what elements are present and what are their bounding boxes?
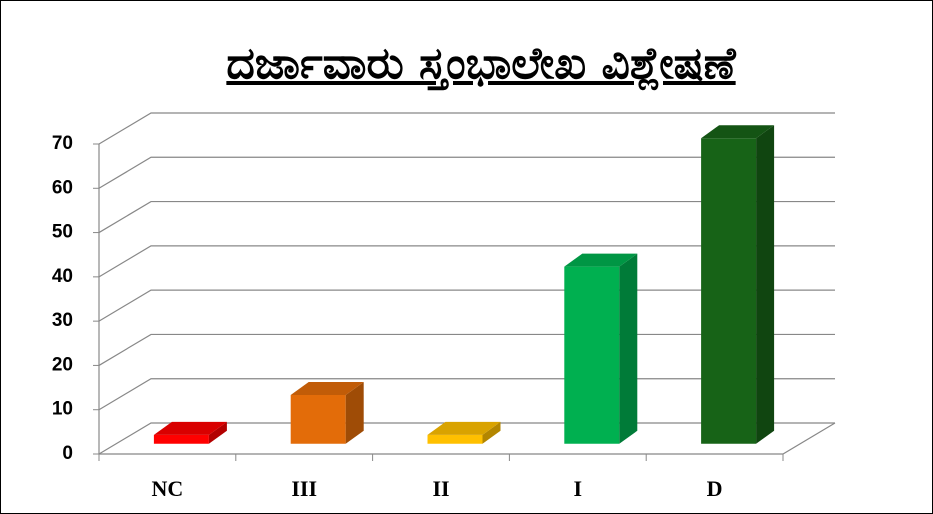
bar (564, 253, 638, 444)
y-tick-label: 40 (52, 266, 73, 287)
bar (701, 125, 775, 444)
x-tick-label: I (574, 476, 583, 501)
y-tick-label: 30 (52, 310, 73, 331)
x-tick-label: II (432, 476, 449, 501)
x-tick-label: D (707, 476, 723, 501)
bar-top (153, 421, 227, 435)
x-tick-label: NC (152, 476, 184, 501)
bar-front (290, 395, 346, 444)
bar-front (427, 434, 483, 444)
grid-line (98, 245, 835, 278)
bar-front (153, 434, 209, 444)
grid-line (98, 200, 835, 234)
y-tick-label: 60 (52, 177, 73, 198)
bar (290, 382, 364, 444)
bar-top (564, 253, 638, 267)
chart-title: ದರ್ಜಾವಾರು ಸ್ತಂಭಾಲೇಖ ವಿಶ್ಲೇಷಣೆ (226, 38, 736, 89)
bar-side (619, 253, 638, 444)
grid-line (98, 156, 835, 189)
y-tick-label: 50 (52, 222, 73, 243)
bar-top (427, 421, 501, 435)
bar-side (482, 421, 501, 444)
bar-side (345, 382, 364, 444)
bar-front (701, 138, 757, 444)
bar (427, 421, 501, 444)
bar-top (290, 382, 364, 396)
bar-side (208, 421, 227, 444)
y-tick-label: 0 (62, 443, 73, 464)
bar-side (756, 125, 775, 444)
bar (153, 421, 227, 444)
y-tick-label: 70 (52, 133, 73, 154)
bar-top (701, 125, 775, 139)
y-tick-label: 20 (52, 354, 73, 375)
grid-line (98, 112, 835, 145)
bar-front (564, 266, 620, 444)
y-tick-label: 10 (52, 399, 73, 420)
x-tick-label: III (291, 476, 317, 501)
